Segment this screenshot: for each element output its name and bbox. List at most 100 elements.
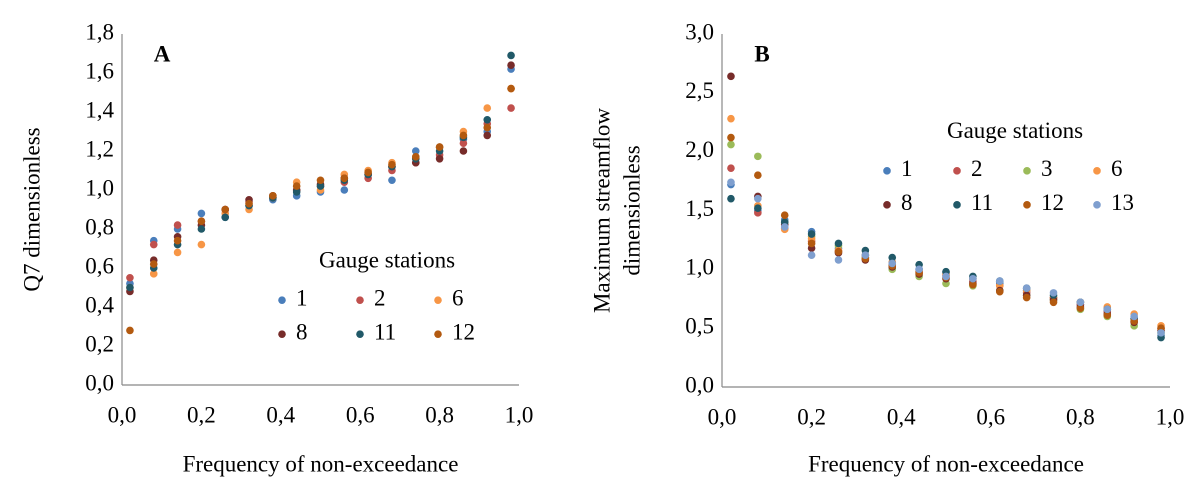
data-point bbox=[861, 251, 870, 260]
legend-marker bbox=[356, 296, 364, 304]
x-axis-title: Frequency of non-exceedance bbox=[808, 451, 1084, 476]
legend-marker bbox=[883, 167, 891, 175]
x-tick-label: 1,0 bbox=[1156, 404, 1185, 429]
legend-label: 8 bbox=[296, 319, 308, 344]
data-point bbox=[807, 251, 816, 260]
legend-marker bbox=[434, 330, 442, 338]
legend-label: 11 bbox=[971, 190, 993, 215]
data-point bbox=[727, 164, 735, 172]
x-tick-label: 0,8 bbox=[1066, 404, 1095, 429]
y-tick-label: 1,0 bbox=[85, 175, 114, 200]
data-point bbox=[727, 114, 735, 123]
data-point bbox=[483, 116, 492, 124]
data-point bbox=[459, 139, 468, 147]
data-point bbox=[221, 205, 230, 214]
data-point bbox=[1049, 298, 1058, 307]
x-tick-label: 0,0 bbox=[708, 404, 737, 429]
legend-label: 6 bbox=[452, 285, 464, 310]
x-tick-label: 0,4 bbox=[266, 402, 295, 427]
data-point bbox=[459, 147, 468, 155]
legend-marker bbox=[356, 330, 364, 338]
x-tick-label: 0,2 bbox=[797, 404, 826, 429]
x-tick-label: 0,0 bbox=[108, 402, 137, 427]
data-point bbox=[173, 236, 182, 245]
y-tick-label: 1,5 bbox=[685, 196, 714, 221]
x-tick-label: 0,8 bbox=[425, 402, 454, 427]
data-point bbox=[834, 256, 843, 264]
legend-label: 2 bbox=[374, 285, 386, 310]
data-point bbox=[780, 223, 789, 231]
data-point bbox=[834, 239, 843, 248]
y-tick-label: 1,4 bbox=[85, 97, 114, 122]
y-tick-label: 0,5 bbox=[685, 313, 714, 338]
data-point bbox=[995, 287, 1004, 296]
data-point bbox=[245, 199, 253, 208]
data-point bbox=[507, 104, 515, 112]
data-point bbox=[149, 240, 158, 249]
data-point bbox=[173, 248, 182, 257]
data-point bbox=[316, 182, 325, 190]
y-tick-label: 1,2 bbox=[85, 136, 114, 161]
data-point bbox=[316, 176, 325, 185]
y-tick-label: 2,5 bbox=[685, 78, 714, 103]
data-point bbox=[1103, 305, 1112, 314]
legend-label: 12 bbox=[452, 319, 475, 344]
data-point bbox=[364, 168, 372, 177]
data-point bbox=[388, 160, 396, 169]
y-tick-label: 0,6 bbox=[85, 253, 114, 278]
data-point bbox=[435, 143, 444, 151]
x-axis-title: Frequency of non-exceedance bbox=[183, 451, 459, 476]
y-axis-title: Maximum streamflow bbox=[589, 108, 614, 313]
legend-marker bbox=[1093, 167, 1101, 175]
data-point bbox=[754, 152, 762, 161]
data-point bbox=[292, 188, 301, 196]
data-point bbox=[507, 84, 515, 93]
data-point bbox=[1130, 312, 1138, 321]
data-point bbox=[1049, 289, 1058, 297]
legend-marker bbox=[1023, 201, 1031, 209]
data-point bbox=[727, 133, 735, 142]
data-point bbox=[1157, 329, 1165, 337]
data-point bbox=[727, 140, 735, 149]
data-point bbox=[727, 194, 735, 203]
data-point bbox=[197, 217, 206, 225]
legend-marker bbox=[883, 201, 891, 209]
legend-label: 1 bbox=[296, 285, 308, 310]
legend-label: 1 bbox=[901, 156, 913, 181]
legend-marker bbox=[1023, 167, 1031, 175]
legend-marker bbox=[278, 296, 286, 304]
legend-label: 12 bbox=[1041, 190, 1064, 215]
data-point bbox=[807, 230, 816, 238]
data-point bbox=[411, 147, 420, 155]
data-point bbox=[1022, 293, 1031, 302]
data-point bbox=[727, 178, 735, 187]
y-tick-label: 0,4 bbox=[85, 292, 114, 317]
data-point bbox=[1103, 311, 1112, 320]
y-axis-title: dimensionless bbox=[619, 145, 644, 275]
legend-marker bbox=[1093, 201, 1101, 209]
data-point bbox=[915, 265, 923, 274]
data-point bbox=[483, 123, 492, 132]
y-tick-label: 0,2 bbox=[85, 331, 114, 356]
data-point bbox=[149, 260, 158, 268]
legend-label: 8 bbox=[901, 190, 913, 215]
data-point bbox=[727, 72, 735, 81]
data-point bbox=[780, 211, 789, 220]
data-point bbox=[197, 240, 206, 249]
data-point bbox=[754, 204, 762, 212]
data-point bbox=[197, 225, 206, 233]
y-tick-label: 0,0 bbox=[85, 370, 114, 395]
y-tick-label: 1,8 bbox=[85, 19, 114, 44]
data-point bbox=[507, 51, 515, 60]
data-point bbox=[1076, 304, 1085, 312]
data-point bbox=[340, 174, 349, 183]
data-point bbox=[340, 186, 349, 194]
panel-label: A bbox=[154, 41, 171, 66]
data-point bbox=[269, 192, 277, 200]
data-point bbox=[126, 283, 134, 292]
data-point bbox=[483, 104, 492, 112]
legend-marker bbox=[278, 330, 286, 338]
data-point bbox=[149, 270, 158, 278]
legend-marker bbox=[434, 296, 442, 304]
